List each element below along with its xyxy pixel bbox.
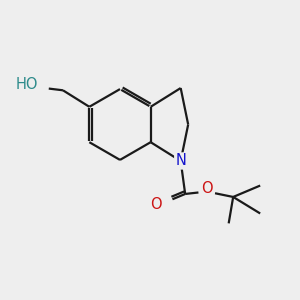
Text: N: N xyxy=(175,154,186,169)
Text: HO: HO xyxy=(16,77,38,92)
Text: O: O xyxy=(150,197,162,212)
Text: O: O xyxy=(202,181,213,196)
